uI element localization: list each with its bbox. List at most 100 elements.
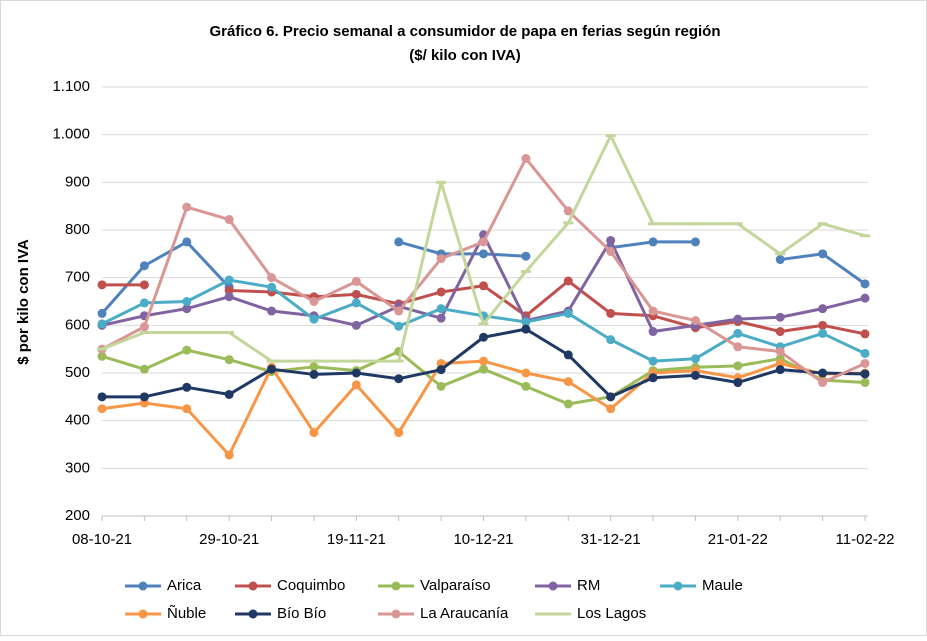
marker xyxy=(860,329,870,339)
marker xyxy=(394,321,404,331)
marker xyxy=(818,378,828,388)
marker xyxy=(393,359,404,363)
marker xyxy=(479,364,488,374)
marker xyxy=(309,297,319,306)
marker xyxy=(308,359,319,363)
x-tick-label: 21-01-22 xyxy=(708,531,768,548)
chart-subtitle: ($/ kilo con IVA) xyxy=(409,47,520,64)
chart-title: Gráfico 6. Precio semanal a consumidor d… xyxy=(210,23,721,40)
marker xyxy=(351,276,361,286)
marker xyxy=(733,378,743,388)
marker xyxy=(690,222,701,226)
marker xyxy=(97,347,107,351)
marker xyxy=(775,312,785,322)
series-line xyxy=(102,279,866,336)
marker xyxy=(309,362,319,372)
marker xyxy=(224,292,234,302)
marker xyxy=(648,373,658,383)
marker xyxy=(224,215,234,225)
marker xyxy=(733,342,743,352)
marker xyxy=(97,404,107,414)
marker xyxy=(224,286,234,296)
marker xyxy=(479,281,488,291)
marker xyxy=(860,348,870,358)
marker xyxy=(224,355,234,365)
marker xyxy=(648,356,658,366)
marker xyxy=(182,237,192,247)
marker xyxy=(479,249,488,259)
marker xyxy=(479,237,488,247)
marker xyxy=(139,364,149,374)
marker xyxy=(436,254,446,264)
marker xyxy=(860,293,870,303)
marker xyxy=(606,246,616,256)
y-tick-label: 600 xyxy=(65,316,90,333)
x-tick-label: 10-12-21 xyxy=(453,531,513,548)
marker xyxy=(182,297,192,306)
marker xyxy=(775,327,785,337)
marker xyxy=(436,304,446,314)
legend-label: Arica xyxy=(167,577,202,594)
marker xyxy=(479,332,488,342)
marker xyxy=(436,365,446,375)
marker xyxy=(224,450,234,460)
legend-label: La Araucanía xyxy=(420,605,509,622)
marker xyxy=(521,381,531,391)
y-tick-label: 400 xyxy=(65,412,90,429)
marker xyxy=(690,354,700,364)
marker xyxy=(521,324,531,334)
marker xyxy=(563,206,573,216)
marker xyxy=(860,378,870,388)
legend-marker xyxy=(138,609,148,619)
legend-marker xyxy=(673,581,683,591)
marker xyxy=(860,279,870,289)
y-tick-label: 700 xyxy=(65,269,90,286)
marker xyxy=(520,269,531,273)
marker xyxy=(97,351,107,361)
marker xyxy=(394,306,404,316)
marker xyxy=(818,249,828,259)
marker xyxy=(733,314,743,324)
legend-label: Bío Bío xyxy=(277,605,326,622)
marker xyxy=(436,358,446,368)
marker xyxy=(690,237,700,247)
marker xyxy=(648,222,659,226)
marker xyxy=(436,287,446,297)
marker xyxy=(648,327,658,337)
marker xyxy=(818,368,828,378)
marker xyxy=(860,369,870,379)
legend-label: Valparaíso xyxy=(420,577,491,594)
marker xyxy=(267,282,277,292)
marker xyxy=(817,222,828,226)
x-tick-label: 11-02-22 xyxy=(836,531,895,548)
marker xyxy=(563,221,574,225)
marker xyxy=(563,377,573,387)
y-tick-label: 1.100 xyxy=(52,78,90,95)
legend-marker xyxy=(548,581,558,591)
marker xyxy=(818,304,828,314)
y-tick-label: 900 xyxy=(65,173,90,190)
marker xyxy=(394,428,404,438)
marker xyxy=(267,273,277,283)
y-tick-label: 800 xyxy=(65,221,90,238)
marker xyxy=(351,298,361,308)
legend-marker xyxy=(391,609,401,619)
legend-label: Maule xyxy=(702,577,743,594)
marker xyxy=(182,382,192,392)
marker xyxy=(351,320,361,330)
marker xyxy=(224,275,234,285)
marker xyxy=(97,392,107,402)
marker xyxy=(648,306,658,316)
marker xyxy=(139,398,149,408)
marker xyxy=(606,392,616,402)
marker xyxy=(775,365,785,375)
marker xyxy=(182,404,192,414)
marker xyxy=(563,399,573,409)
y-axis-title: $ por kilo con IVA xyxy=(15,239,32,365)
marker xyxy=(139,392,149,402)
marker xyxy=(224,389,234,399)
marker xyxy=(139,261,149,271)
marker xyxy=(97,308,107,318)
legend-marker xyxy=(548,612,558,616)
